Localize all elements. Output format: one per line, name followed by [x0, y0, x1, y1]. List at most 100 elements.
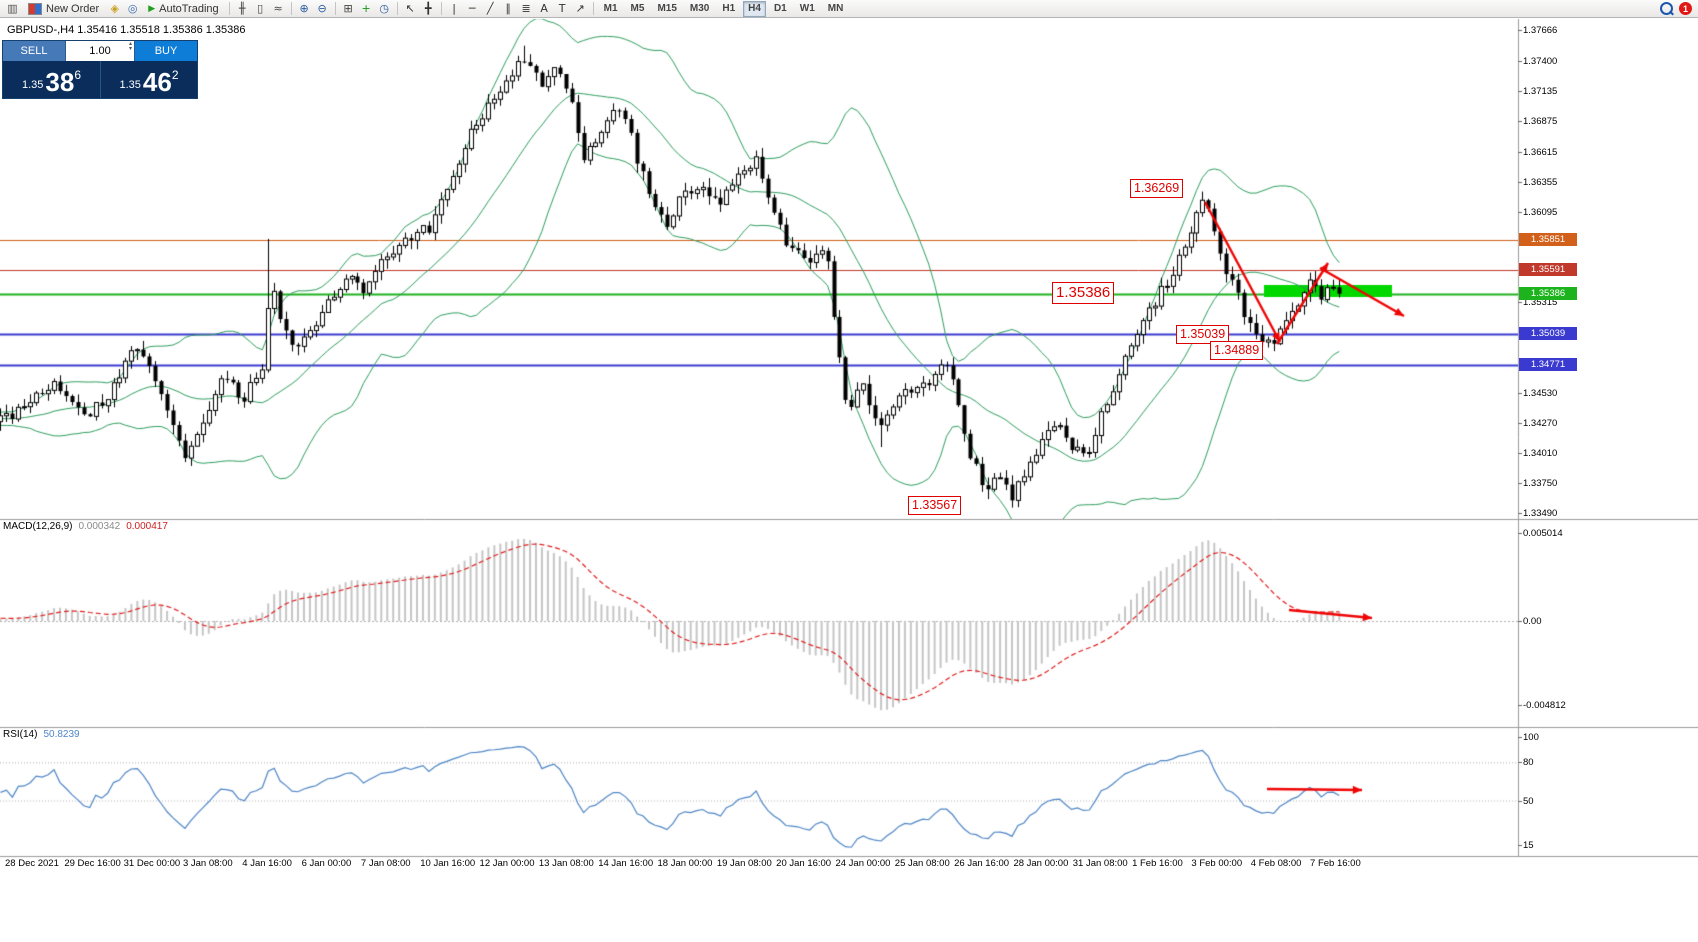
price-tag: 1.34771	[1519, 358, 1577, 372]
sell-price-prefix: 1.35	[21, 79, 44, 91]
time-axis-label: 31 Jan 08:00	[1072, 858, 1128, 869]
price-axis-tick: 1.36095	[1523, 206, 1558, 218]
timeframe-m30-button[interactable]: M30	[689, 2, 710, 14]
autotrading-label: AutoTrading	[159, 2, 219, 15]
timeframe-m15-button[interactable]: M15	[657, 2, 677, 14]
rsi-axis-tick: 15	[1523, 840, 1534, 851]
one-click-trade-panel: SELL 1.00 ▴ ▾ BUY 1.35 38 6 1.35 46 2	[2, 40, 198, 99]
time-axis-label: 4 Jan 16:00	[242, 858, 292, 869]
buy-button[interactable]: BUY	[135, 41, 197, 61]
autotrading-play-icon: ▶	[148, 3, 156, 13]
price-axis-tick: 1.36355	[1523, 176, 1558, 188]
symbol-ohlc-header: GBPUSD-,H4 1.35416 1.35518 1.35386 1.353…	[7, 24, 246, 36]
time-axis-label: 7 Feb 16:00	[1310, 858, 1361, 869]
crosshair-icon[interactable]: ╋	[424, 2, 432, 15]
time-axis-label: 31 Dec 00:00	[123, 858, 181, 869]
price-axis-tick: 1.37135	[1523, 86, 1558, 98]
price-axis-tick: 1.37400	[1523, 55, 1558, 67]
price-axis-tick: 1.33750	[1523, 477, 1558, 489]
cursor-icon[interactable]: ↖	[405, 2, 415, 15]
autotrading-button[interactable]: ▶ AutoTrading	[142, 1, 224, 16]
time-axis-label: 3 Jan 08:00	[182, 858, 233, 869]
new-chart-icon[interactable]: ▥	[7, 2, 18, 15]
new-order-label: New Order	[46, 2, 100, 15]
search-icon[interactable]	[1660, 2, 1673, 15]
toolbar-separator	[592, 2, 594, 15]
experts-icon[interactable]: ◈	[110, 2, 119, 15]
time-axis-label: 28 Dec 2021	[5, 858, 59, 869]
buy-price-sup: 2	[171, 68, 179, 82]
time-axis-label: 14 Jan 16:00	[598, 858, 654, 869]
timeframe-d1-button[interactable]: D1	[773, 2, 787, 14]
time-axis-label: 12 Jan 00:00	[479, 858, 535, 869]
time-axis-label: 3 Feb 00:00	[1191, 858, 1243, 869]
new-order-button[interactable]: New Order	[22, 1, 105, 16]
time-axis-label: 25 Jan 08:00	[894, 858, 950, 869]
price-axis-tick: 1.34010	[1523, 447, 1558, 459]
horizontal-line-icon[interactable]: ─	[468, 2, 476, 15]
sell-price[interactable]: 1.35 38 6	[3, 61, 100, 98]
time-axis-label: 20 Jan 16:00	[776, 858, 832, 869]
text-icon[interactable]: A	[540, 2, 548, 15]
macd-axis-tick: 0.005014	[1523, 528, 1563, 540]
volume-spinner[interactable]: ▴ ▾	[128, 41, 132, 52]
rsi-indicator-label: RSI(14) 50.8239	[3, 729, 80, 740]
price-tag: 1.35386	[1519, 287, 1577, 301]
macd-axis-tick: 0.00	[1523, 616, 1542, 627]
toolbar-separator	[290, 2, 292, 15]
chart-annotation: 1.34889	[1210, 341, 1264, 360]
trendline-icon[interactable]: ╱	[486, 2, 494, 15]
vertical-line-icon[interactable]: |	[452, 2, 456, 15]
timeframe-h1-button[interactable]: H1	[722, 2, 736, 14]
volume-input[interactable]: 1.00 ▴ ▾	[65, 41, 135, 61]
toolbar-right: 1	[1660, 2, 1694, 15]
toolbar: ▥ New Order ◈ ◎ ▶ AutoTrading ╫ ▯ ≈ ⊕ ⊖ ⊞ + ◷ ↖ ╋ | ─ ╱ ∥ ≣ A…	[0, 0, 1698, 18]
macd-indicator-label: MACD(12,26,9) 0.000342 0.000417	[3, 521, 168, 532]
toolbar-items: ▥ New Order ◈ ◎ ▶ AutoTrading ╫ ▯ ≈ ⊕ ⊖ ⊞ + ◷ ↖ ╋ | ─ ╱ ∥ ≣ A…	[4, 0, 849, 17]
timeframe-h4-button[interactable]: H4	[743, 0, 766, 17]
rsi-axis-tick: 100	[1523, 732, 1539, 743]
time-axis-label: 28 Jan 00:00	[1013, 858, 1069, 869]
arrows-icon[interactable]: ↗	[575, 2, 585, 15]
sell-price-big: 38	[45, 67, 75, 97]
toolbar-separator	[228, 2, 230, 15]
timeframe-w1-button[interactable]: W1	[799, 2, 815, 14]
timeframe-mn-button[interactable]: MN	[827, 2, 844, 14]
zoom-in-icon[interactable]: ⊕	[299, 2, 309, 15]
line-chart-icon[interactable]: ≈	[273, 2, 283, 15]
time-axis-label: 13 Jan 08:00	[538, 858, 594, 869]
sell-button[interactable]: SELL	[3, 41, 65, 61]
candlestick-chart-icon[interactable]: ▯	[257, 2, 264, 15]
macd-axis-tick: -0.004812	[1523, 700, 1566, 712]
buy-price[interactable]: 1.35 46 2	[100, 61, 197, 98]
new-order-icon	[28, 2, 42, 15]
rsi-axis-tick: 80	[1523, 757, 1534, 769]
zoom-out-icon[interactable]: ⊖	[317, 2, 327, 15]
time-axis-label: 26 Jan 16:00	[954, 858, 1010, 869]
tile-windows-icon[interactable]: ⊞	[343, 2, 353, 15]
buy-price-prefix: 1.35	[119, 79, 141, 91]
timeframe-m5-button[interactable]: M5	[630, 2, 645, 14]
time-axis-label: 7 Jan 08:00	[360, 858, 411, 869]
bar-chart-icon[interactable]: ╫	[238, 2, 246, 15]
sell-price-sup: 6	[74, 68, 82, 82]
market-watch-icon[interactable]: ◎	[127, 2, 138, 15]
notification-badge[interactable]: 1	[1679, 2, 1692, 15]
fibonacci-icon[interactable]: ≣	[521, 2, 531, 15]
chart-annotation: 1.36269	[1130, 179, 1184, 198]
toolbar-separator	[440, 2, 442, 15]
label-icon[interactable]: T	[558, 2, 566, 15]
indicators-add-icon[interactable]: +	[361, 2, 371, 15]
price-axis-tick: 1.37666	[1523, 25, 1558, 36]
channel-icon[interactable]: ∥	[505, 2, 511, 15]
time-axis-label: 1 Feb 16:00	[1132, 858, 1183, 869]
timeframe-m1-button[interactable]: M1	[603, 2, 618, 14]
price-tag: 1.35039	[1519, 327, 1577, 341]
time-axis-label: 6 Jan 00:00	[301, 858, 352, 869]
time-axis-label: 19 Jan 08:00	[716, 858, 772, 869]
price-axis-tick: 1.34530	[1523, 387, 1558, 399]
chart-annotation: 1.35386	[1052, 282, 1115, 305]
clock-icon[interactable]: ◷	[379, 2, 389, 15]
toolbar-separator	[334, 2, 336, 15]
